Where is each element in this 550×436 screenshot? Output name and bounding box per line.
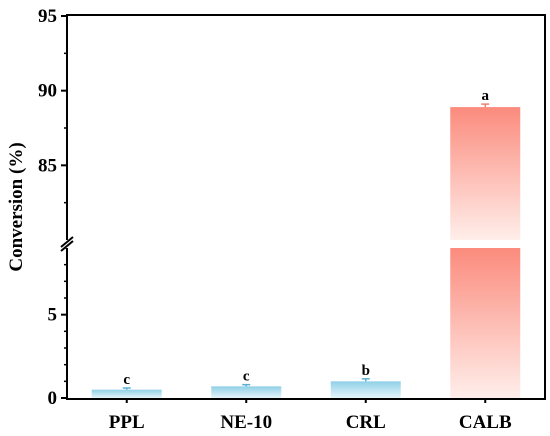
axis-break-marker [60, 236, 74, 252]
significance-label-ppl: c [123, 372, 130, 388]
error-bar-calb [481, 103, 490, 108]
bars-layer: c c b a [91, 88, 521, 398]
x-tick-label-ne-10: NE-10 [220, 412, 272, 433]
significance-label-crl: b [362, 363, 370, 379]
y-tick-label-95: 95 [38, 6, 57, 27]
y-axis-title: Conversion (%) [6, 142, 27, 271]
plot-frame [66, 14, 546, 400]
error-bar-ppl [122, 387, 131, 390]
bar-ppl [91, 389, 162, 398]
y-tick-label-0: 0 [48, 388, 58, 409]
x-tick-label-calb: CALB [459, 412, 512, 433]
bar-ne-10 [211, 386, 282, 398]
significance-label-ne-10: c [243, 369, 250, 385]
ticks-layer: PPL NE-10 CRL CALB 0 5 85 90 95 [38, 6, 512, 433]
y-tick-label-5: 5 [48, 305, 58, 326]
bar-crl [330, 381, 401, 398]
significance-label-calb: a [482, 88, 490, 104]
x-tick-label-ppl: PPL [109, 412, 145, 433]
bar-calb-upper [450, 107, 521, 241]
y-tick-label-90: 90 [38, 81, 57, 102]
bar-calb-lower [450, 248, 521, 398]
y-tick-label-85: 85 [38, 155, 57, 176]
error-bar-ne-10 [242, 383, 251, 387]
error-bar-crl [361, 378, 370, 382]
x-tick-label-crl: CRL [346, 412, 386, 433]
